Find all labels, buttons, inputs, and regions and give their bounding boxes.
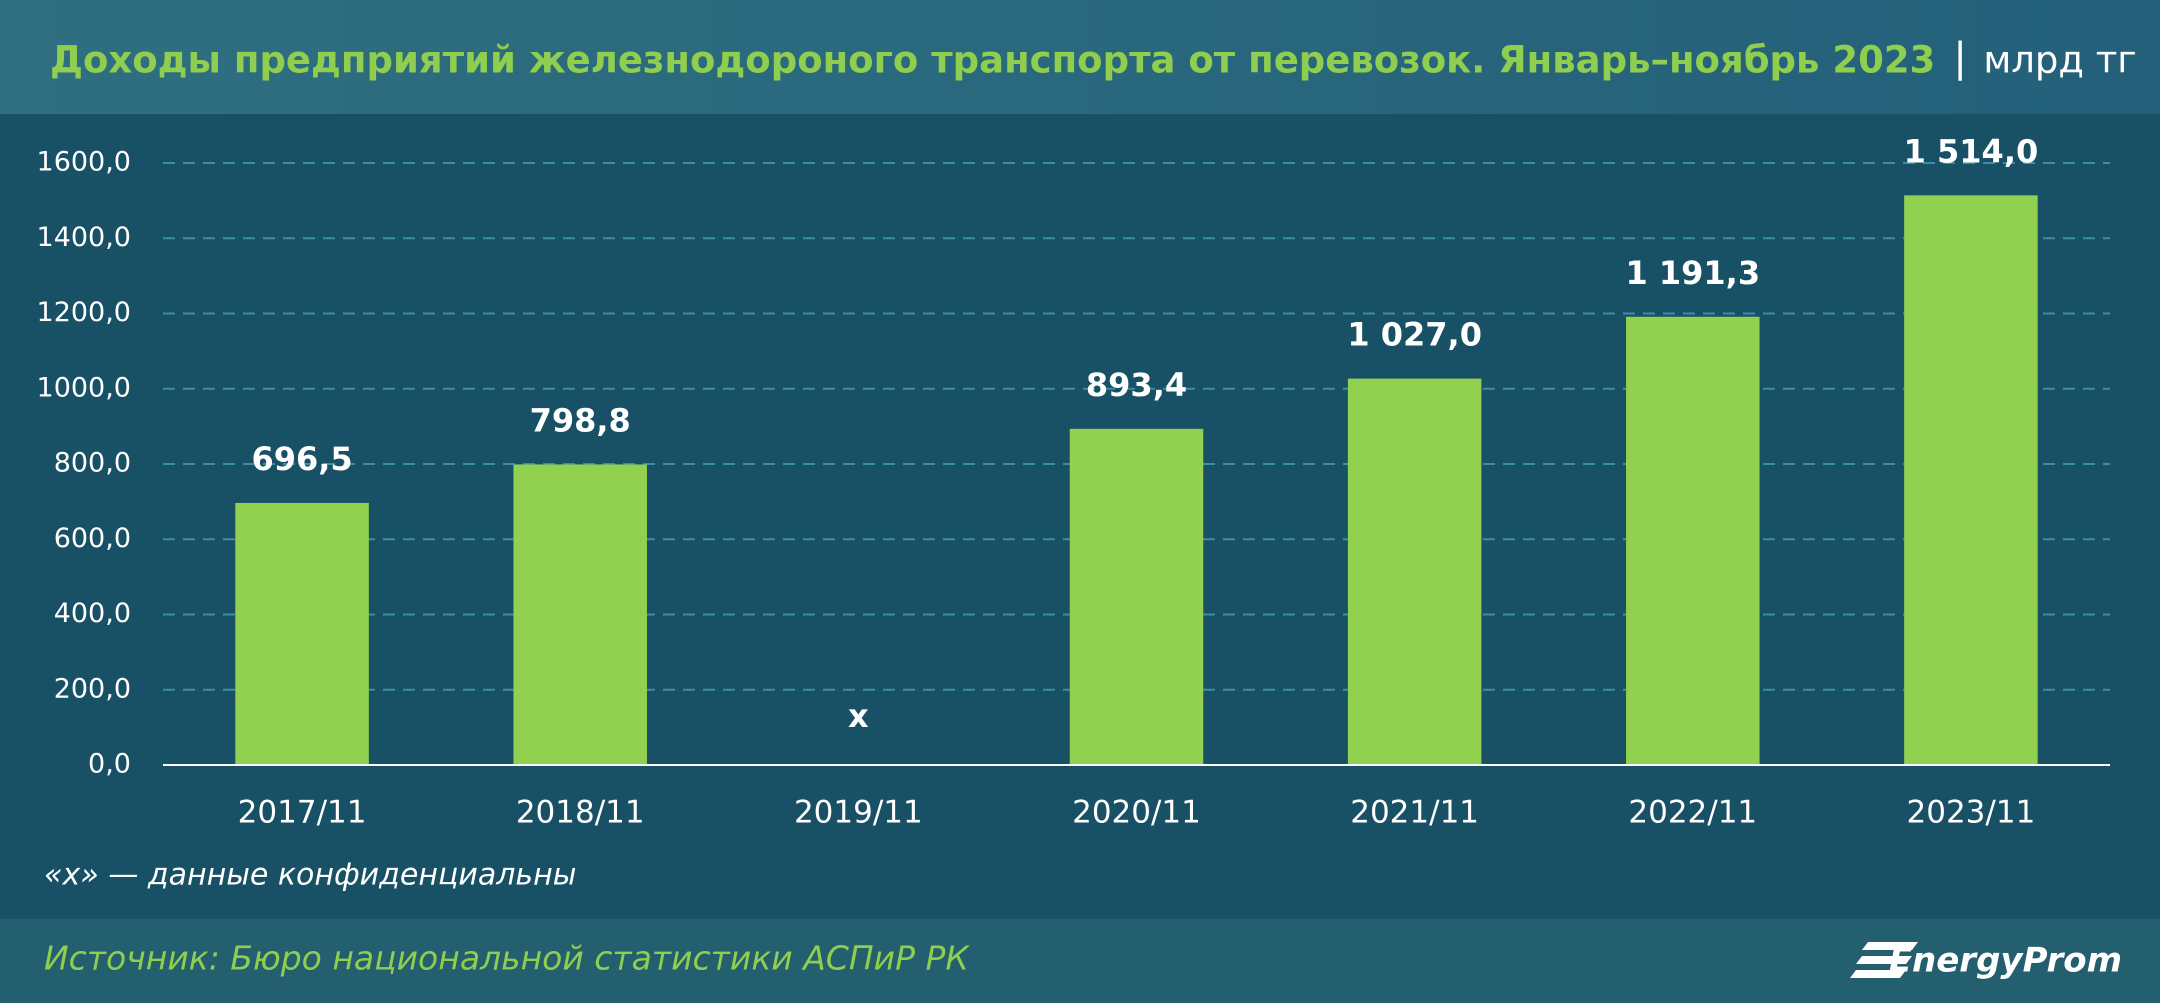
x-tick-label: 2018/11	[516, 795, 645, 831]
header-band	[0, 0, 2160, 114]
bar	[1347, 378, 1482, 765]
title-separator: |	[1953, 35, 1966, 81]
bar	[1069, 428, 1204, 765]
chart-title: Доходы предприятий железнодороного транс…	[50, 39, 1935, 82]
y-tick-label: 1200,0	[37, 297, 131, 328]
logo-icon	[1850, 942, 1918, 978]
x-tick-label: 2017/11	[238, 795, 367, 831]
value-label: 1 191,3	[1625, 254, 1760, 292]
y-tick-label: 600,0	[54, 523, 131, 554]
brand: EnergyProm	[1889, 941, 2122, 981]
x-tick-label: 2022/11	[1628, 795, 1757, 831]
x-tick-label: 2023/11	[1907, 795, 2036, 831]
x-tick-label: 2019/11	[794, 795, 923, 831]
bar	[1904, 195, 2038, 766]
y-tick-label: 800,0	[54, 448, 131, 479]
value-label: 696,5	[251, 440, 352, 478]
y-tick-label: 1000,0	[37, 372, 131, 403]
bar	[235, 502, 369, 765]
y-tick-label: 200,0	[54, 673, 131, 704]
y-tick-label: 0,0	[88, 749, 131, 780]
note: «x» — данные конфиденциальны	[44, 858, 576, 893]
bar	[1626, 316, 1760, 765]
y-tick-label: 400,0	[54, 598, 131, 629]
bar	[513, 464, 647, 765]
footer-band	[0, 919, 2160, 1003]
x-tick-label: 2021/11	[1350, 795, 1479, 831]
source: Источник: Бюро национальной статистики А…	[44, 939, 970, 978]
value-label: 798,8	[530, 401, 631, 439]
x-tick-label: 2020/11	[1072, 795, 1201, 831]
y-tick-label: 1400,0	[37, 222, 131, 253]
value-label: 1 027,0	[1347, 316, 1482, 354]
y-tick-label: 1600,0	[37, 147, 131, 178]
value-label: 893,4	[1086, 366, 1187, 404]
unit-label: млрд тг	[1983, 39, 2136, 82]
value-label: x	[848, 697, 869, 735]
logo: EnergyProm	[1850, 941, 2122, 981]
value-label: 1 514,0	[1904, 132, 2039, 170]
